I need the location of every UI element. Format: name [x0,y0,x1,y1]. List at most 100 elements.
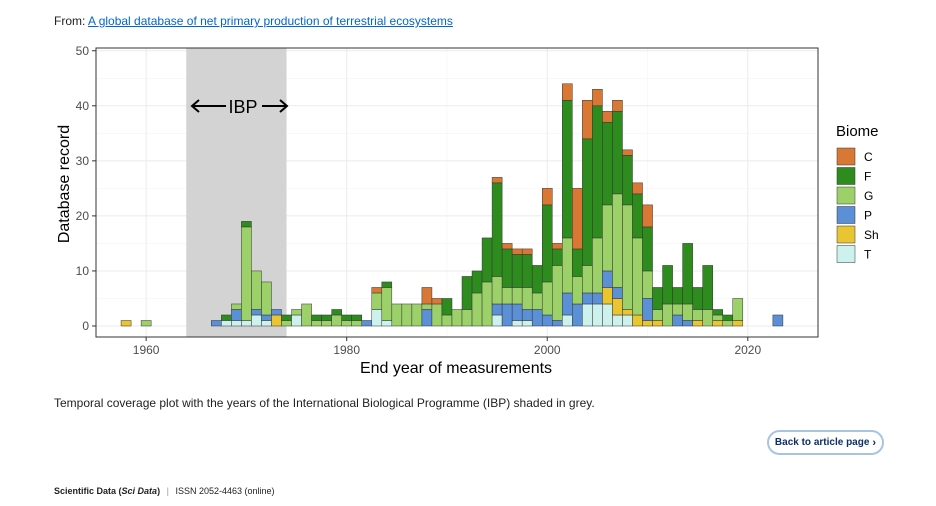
bar-segment [491,276,503,305]
bar-segment [541,188,553,206]
bar-segment [351,320,362,327]
bar-segment [612,100,623,112]
y-tick-label: 50 [76,44,90,58]
legend-swatch-f [836,167,856,185]
bar-segment [652,287,663,310]
legend-label-c: C [864,150,873,164]
bar-segment [642,204,653,228]
bar-segment [622,149,633,156]
bar-segment [371,287,383,294]
bar-segment [341,320,352,327]
bar-segment [602,204,613,272]
bar-segment [552,243,563,250]
bar-segment [692,320,703,327]
bar-segment [251,314,262,327]
bar-segment [511,254,523,288]
bar-segment [582,265,593,294]
bar-segment [582,138,593,266]
bar-segment [231,320,242,327]
bar-segment [592,89,603,107]
bar-segment [511,287,523,305]
bar-segment [381,281,393,288]
legend-label-sh: Sh [864,228,879,242]
bar-segment [501,243,513,250]
bar-segment [521,309,533,321]
bar-segment [642,270,653,299]
bar-segment [682,303,693,321]
bar-segment [371,292,383,310]
bar-segment [622,314,633,327]
bar-segment [331,309,342,316]
x-tick-label: 2020 [734,343,761,357]
bar-segment [732,320,744,327]
bar-segment [582,303,593,327]
legend-swatch-p [836,206,856,224]
issn: ISSN 2052-4463 (online) [175,486,275,496]
bar-segment [592,237,603,294]
bar-segment [552,320,563,327]
source-article-link[interactable]: A global database of net primary product… [88,14,453,28]
bar-segment [602,303,613,327]
back-to-article-button[interactable]: Back to article page › [767,430,884,455]
bar-segment [672,303,683,316]
bar-segment [321,320,332,327]
bar-segment [471,270,483,294]
bar-segment [140,320,152,327]
bar-segment [712,320,723,327]
bar-segment [421,287,433,305]
bar-segment [562,83,573,101]
bar-segment [612,111,623,195]
bar-segment [211,320,222,327]
journal-name: Scientific Data [54,486,117,496]
bar-segment [120,320,132,327]
bar-segment [461,276,473,310]
bar-segment [642,320,653,327]
journal-abbrev-close: ) [157,486,161,496]
bar-segment [602,111,613,123]
ibp-label: IBP [228,97,257,117]
bar-segment [271,314,282,327]
bar-segment [511,248,523,255]
bar-segment [732,298,744,321]
bar-segment [351,314,362,321]
bar-segment [562,100,573,239]
bar-segment [652,320,663,327]
bar-segment [692,309,703,321]
bar-segment [702,265,713,310]
bar-segment [562,292,573,316]
bar-segment [381,320,393,327]
bar-segment [541,281,553,316]
bar-segment [411,303,423,327]
bar-segment [261,281,272,316]
bar-segment [501,287,513,305]
bar-segment [441,298,453,316]
bar-segment [612,314,623,327]
legend-swatch-g [836,186,856,205]
bar-segment [592,292,603,305]
bar-segment [321,314,332,321]
legend-label-p: P [864,209,872,223]
bar-segment [702,309,713,327]
bar-segment [612,298,623,316]
bar-segment [491,314,503,327]
bar-segment [602,270,613,288]
bar-segment [531,292,543,310]
bar-segment [682,243,693,305]
bar-segment [632,314,643,327]
y-tick-label: 10 [76,264,90,278]
bar-segment [481,237,493,283]
bar-segment [241,320,252,327]
bar-segment [662,265,673,305]
bar-segment [602,122,613,206]
bar-segment [361,320,373,327]
bar-segment [241,221,252,228]
bar-segment [692,287,703,310]
chevron-right-icon: › [872,436,877,449]
journal-abbrev: Sci Data [121,486,158,496]
bar-segment [311,314,322,321]
bar-segment [622,204,633,310]
bar-segment [552,265,563,321]
bar-segment [231,309,242,321]
footer-separator: | [166,486,169,496]
